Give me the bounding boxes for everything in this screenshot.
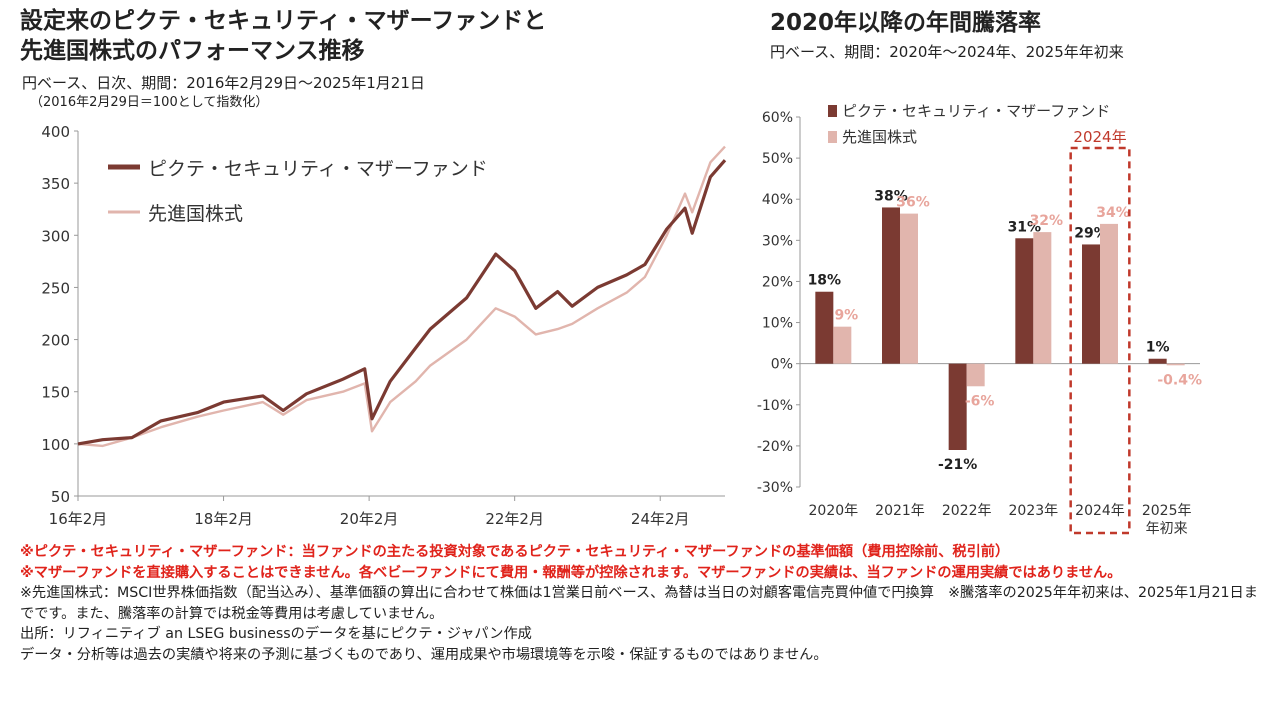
data-label-fund: 38% — [874, 188, 908, 204]
y-tick-label: -20% — [757, 439, 793, 455]
bar-fund — [815, 291, 834, 364]
data-label-fund: 31% — [1008, 219, 1042, 235]
line-chart: 50 100 150 200 250 300 350 400 16年2月 18年2月 20年2月 22… — [41, 123, 727, 528]
data-label-world: 36% — [896, 195, 930, 211]
y-tick-label: 100 — [41, 436, 70, 454]
data-label-world: -0.4% — [1157, 372, 1202, 388]
footnote-disclaimer: データ・分析等は過去の実績や将来の予測に基づくものであり、運用成果や市場環境等を… — [20, 646, 828, 663]
x-tick-label: 年初来 — [1146, 520, 1188, 537]
y-tick-label: 300 — [41, 227, 70, 245]
bar-fund — [1082, 244, 1100, 364]
x-tick-label: 2024年 — [1075, 503, 1125, 519]
legend-swatch-fund — [828, 105, 837, 117]
legend-swatch-world — [828, 131, 837, 143]
y-tick-label: -10% — [757, 398, 793, 414]
y-tick-label: -30% — [757, 480, 793, 496]
data-label-fund: 29% — [1074, 225, 1108, 241]
x-tick-label: 2020年 — [809, 503, 859, 519]
y-tick-label: 50% — [762, 151, 793, 167]
y-tick-label: 50 — [51, 488, 70, 506]
left-chart-note: （2016年2月29日＝100として指数化） — [30, 95, 269, 110]
x-tick-label: 20年2月 — [340, 510, 399, 528]
legend-label-world: 先進国株式 — [148, 203, 243, 225]
bar-world — [1033, 232, 1052, 364]
footnote-world-index: ※先進国株式：MSCI世界株価指数（配当込み）、基準価額の算出に合わせて株価は1… — [20, 585, 1258, 622]
bar-fund — [948, 363, 967, 450]
x-tick-label: 22年2月 — [485, 510, 544, 528]
bar-world — [966, 363, 985, 387]
y-tick-label: 10% — [762, 316, 793, 332]
fund-series-line — [77, 159, 727, 446]
data-label-fund: 18% — [808, 273, 842, 289]
y-tick-label: 150 — [41, 384, 70, 402]
x-tick-label: 16年2月 — [49, 510, 108, 528]
bar-world — [1100, 223, 1118, 364]
y-tick-label: 20% — [762, 274, 793, 290]
footnote-source: 出所：リフィニティブ an LSEG businessのデータを基にピクテ・ジャ… — [20, 626, 532, 642]
legend-label-fund: ピクテ・セキュリティ・マザーファンド — [842, 102, 1110, 120]
y-tick-label: 250 — [41, 279, 70, 297]
y-tick-label: 60% — [762, 110, 793, 126]
y-tick-label: 350 — [41, 175, 70, 193]
bar-fund — [882, 207, 900, 364]
left-chart-title-line2: 先進国株式のパフォーマンス推移 — [20, 38, 365, 64]
x-tick-label: 24年2月 — [631, 510, 690, 528]
bar-world — [833, 326, 852, 364]
highlight-2024-label: 2024年 — [1073, 128, 1126, 146]
x-tick-label: 2025年 — [1142, 503, 1192, 519]
footnote-mother-fund: ※マザーファンドを直接購入することはできません。各ベビーファンドにて費用・報酬等… — [20, 564, 1122, 581]
x-tick-label: 2021年 — [875, 503, 925, 519]
bar-world — [1166, 363, 1185, 366]
bar-fund — [1148, 358, 1167, 364]
y-tick-label: 40% — [762, 192, 793, 208]
legend-label-world: 先進国株式 — [842, 128, 917, 146]
bar-fund — [1015, 238, 1034, 364]
left-chart-title: 設定来のピクテ・セキュリティ・マザーファンドと 先進国株式のパフォーマンス推移 — [20, 6, 546, 66]
data-label-fund: 1% — [1146, 340, 1170, 356]
data-label-world: 34% — [1096, 205, 1130, 221]
legend-label-fund: ピクテ・セキュリティ・マザーファンド — [148, 158, 488, 180]
y-tick-label: 30% — [762, 233, 793, 249]
data-label-fund: -21% — [938, 457, 977, 473]
y-tick-label: 200 — [41, 332, 70, 350]
data-label-world: 32% — [1030, 213, 1064, 229]
y-tick-label: 400 — [41, 123, 70, 141]
right-chart-title: 2020年以降の年間騰落率 — [770, 10, 1042, 36]
x-tick-label: 2023年 — [1009, 503, 1059, 519]
x-tick-label: 18年2月 — [194, 510, 253, 528]
bar-chart: 60% 50% 40% 30% 20% 10% 0% -10% -20% -30% ピクテ・セキュリ… — [757, 102, 1202, 537]
footnotes: ※ピクテ・セキュリティ・マザーファンド：当ファンドの主たる投資対象であるピクテ・… — [20, 542, 1260, 665]
left-chart-subtitle: 円ベース、日次、期間：2016年2月29日～2025年1月21日 — [22, 74, 425, 92]
data-label-world: 9% — [834, 308, 858, 324]
y-tick-label: 0% — [771, 357, 793, 373]
footnote-fund: ※ピクテ・セキュリティ・マザーファンド：当ファンドの主たる投資対象であるピクテ・… — [20, 544, 1010, 560]
right-chart-subtitle: 円ベース、期間：2020年～2024年、2025年年初来 — [770, 43, 1124, 61]
world-series-line — [77, 145, 726, 448]
data-label-world: -6% — [965, 393, 995, 409]
bar-world — [900, 213, 918, 364]
highlight-2024-box — [1069, 146, 1131, 535]
left-chart-title-line1: 設定来のピクテ・セキュリティ・マザーファンドと — [20, 8, 547, 34]
x-tick-label: 2022年 — [942, 503, 992, 519]
